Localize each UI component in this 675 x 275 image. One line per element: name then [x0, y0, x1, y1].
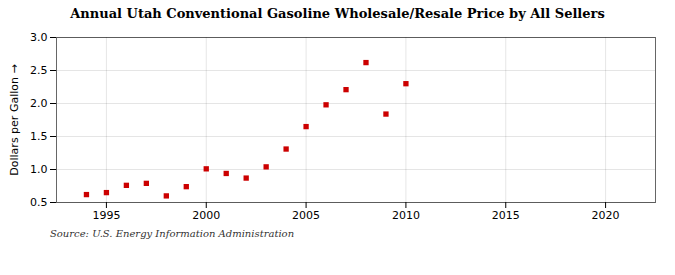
html-text:Annual Utah Conventional Gasol: Annual Utah Conventional Gasoline Wholes…: [70, 6, 605, 21]
svg-text:2.0: 2.0: [30, 97, 48, 110]
svg-text:2020: 2020: [592, 209, 620, 222]
svg-text:1.0: 1.0: [30, 163, 48, 176]
svg-text:3.0: 3.0: [30, 31, 48, 44]
svg-text:2005: 2005: [292, 209, 320, 222]
svg-text:0.5: 0.5: [30, 196, 48, 209]
html-text:Source: U.S. Energy Informatio: Source: U.S. Energy Information Administ…: [50, 228, 295, 239]
svg-text:2015: 2015: [492, 209, 520, 222]
svg-text:1.5: 1.5: [30, 130, 48, 143]
svg-text:2010: 2010: [392, 209, 420, 222]
svg-text:1995: 1995: [92, 209, 120, 222]
svg-text:Dollars per Gallon →: Dollars per Gallon →: [8, 64, 21, 175]
svg-text:2.5: 2.5: [30, 64, 48, 77]
svg-text:2000: 2000: [192, 209, 220, 222]
